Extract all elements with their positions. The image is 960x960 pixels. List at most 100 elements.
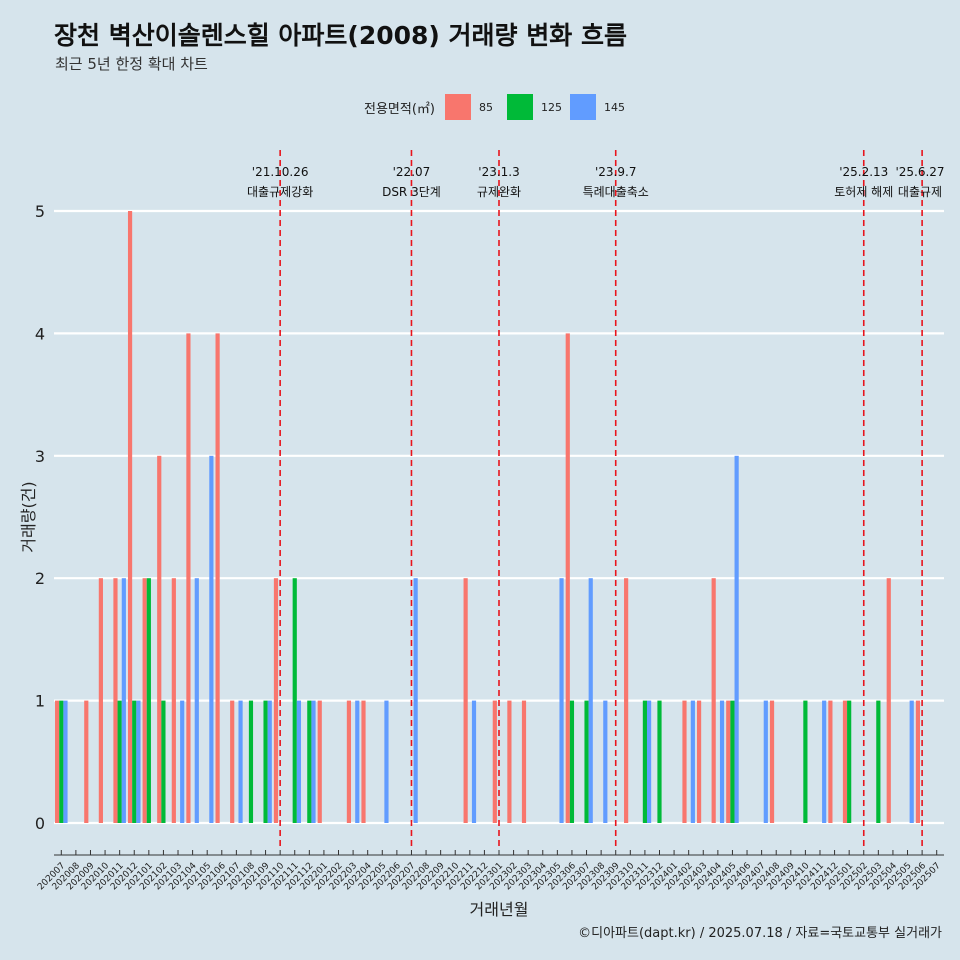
bar-125-202405 [730, 700, 735, 823]
bar-145-202203 [355, 700, 360, 823]
bar-85-202101 [142, 578, 147, 823]
bar-85-202201 [317, 700, 322, 823]
bar-145-202007 [63, 700, 68, 823]
bar-85-202306 [565, 333, 570, 823]
bar-85-202107 [230, 700, 235, 823]
bar-125-202102 [161, 700, 166, 823]
y-axis-title: 거래량(건) [19, 481, 38, 552]
bar-145-202308 [603, 700, 608, 823]
legend: 전용면적(㎡) 85 125 145 [364, 92, 633, 122]
bar-145-202011 [121, 578, 126, 823]
y-tick-label: 0 [35, 814, 45, 833]
legend-label-85: 85 [478, 100, 493, 114]
legend-title: 전용면적(㎡) [364, 101, 435, 117]
bar-85-202310 [624, 578, 629, 823]
y-tick-label: 2 [35, 569, 45, 588]
event-date-1: '22.07 [393, 165, 431, 179]
bar-125-202410 [803, 700, 808, 823]
bar-145-202107 [238, 700, 243, 823]
bar-85-202402 [682, 700, 687, 823]
bar-145-202012 [136, 700, 141, 823]
bar-145-202205 [384, 700, 389, 823]
bar-85-202110 [273, 578, 279, 823]
bar-85-202408 [769, 700, 775, 823]
event-label-4: 토허제 해제 [834, 185, 893, 199]
legend-label-145: 145 [603, 100, 625, 114]
event-label-1: DSR 3단계 [382, 185, 441, 199]
bar-85-202009 [84, 700, 89, 823]
bar-85-202303 [521, 700, 527, 823]
bar-145-202112 [311, 700, 316, 823]
bar-125-202307 [584, 700, 589, 823]
bar-85-202012 [127, 211, 133, 823]
bar-85-202504 [886, 578, 891, 823]
bar-145-202404 [719, 700, 725, 823]
legend-swatch-125 [506, 94, 533, 120]
event-label-5: 대출규제 [898, 185, 942, 199]
x-axis-title: 거래년월 [470, 900, 529, 919]
event-date-2: '23.1.3 [478, 165, 519, 179]
bar-145-202402 [690, 700, 695, 823]
bar-85-202011 [113, 578, 118, 823]
bar-145-202307 [588, 578, 593, 823]
bar-145-202109 [267, 700, 272, 823]
event-label-2: 규제완화 [477, 185, 521, 199]
event-date-5: '25.6.27 [895, 165, 944, 179]
bar-125-202011 [117, 700, 122, 823]
bar-125-202312 [657, 700, 662, 823]
bar-145-202211 [471, 700, 477, 823]
bar-125-202007 [59, 700, 64, 823]
bar-85-202506 [915, 700, 921, 823]
bar-145-202104 [194, 578, 199, 823]
bar-125-202108 [248, 700, 254, 823]
bar-85-202106 [215, 333, 220, 823]
chart-title: 장천 벽산이솔렌스힐 아파트(2008) 거래량 변화 흐름 [54, 21, 627, 50]
legend-item-125: 125 [506, 94, 562, 120]
bar-85-202403 [696, 700, 702, 823]
bar-85-202405 [726, 700, 731, 823]
event-label-3: 특례대출축소 [583, 185, 649, 199]
bar-145-202207 [413, 578, 418, 823]
bar-125-202112 [307, 700, 312, 823]
bar-145-202111 [296, 700, 302, 823]
bar-125-202012 [132, 700, 137, 823]
bar-85-202103 [171, 578, 176, 823]
chart-caption: ©디아파트(dapt.kr) / 2025.07.18 / 자료=국토교통부 실… [578, 926, 942, 941]
bar-85-202010 [98, 578, 103, 823]
bar-145-202407 [763, 700, 768, 823]
event-date-4: '25.2.13 [839, 165, 888, 179]
y-tick-label: 3 [35, 447, 45, 466]
chart-subtitle: 최근 5년 한정 확대 차트 [55, 55, 208, 73]
bar-85-202501 [842, 700, 848, 823]
bar-125-202311 [642, 700, 647, 823]
legend-swatch-145 [569, 94, 596, 120]
bar-145-202103 [180, 700, 185, 823]
bar-145-202405 [734, 455, 739, 823]
bar-85-202301 [492, 700, 497, 823]
bar-125-202306 [569, 700, 575, 823]
y-tick-label: 5 [35, 202, 45, 221]
bar-85-202007 [55, 700, 60, 823]
bar-125-202111 [292, 578, 297, 823]
y-tick-label: 4 [35, 324, 45, 343]
bar-145-202311 [646, 700, 652, 823]
bar-145-202505 [909, 700, 914, 823]
bar-125-202101 [146, 578, 151, 823]
bar-85-202102 [157, 455, 162, 823]
bar-85-202104 [186, 333, 191, 823]
event-date-3: '23.9.7 [595, 165, 636, 179]
bar-85-202302 [507, 700, 512, 823]
bar-125-202501 [847, 700, 852, 823]
event-label-0: 대출규제강화 [247, 185, 313, 199]
bar-85-202404 [711, 578, 716, 823]
legend-item-145: 145 [569, 94, 625, 120]
y-tick-label: 1 [35, 692, 45, 711]
bar-85-202204 [361, 700, 366, 823]
legend-item-85: 85 [444, 94, 499, 120]
bar-145-202305 [559, 578, 564, 823]
bar-125-202109 [263, 700, 268, 823]
bar-125-202503 [876, 700, 881, 823]
bar-85-202203 [346, 700, 352, 823]
event-date-0: '21.10.26 [252, 165, 309, 179]
